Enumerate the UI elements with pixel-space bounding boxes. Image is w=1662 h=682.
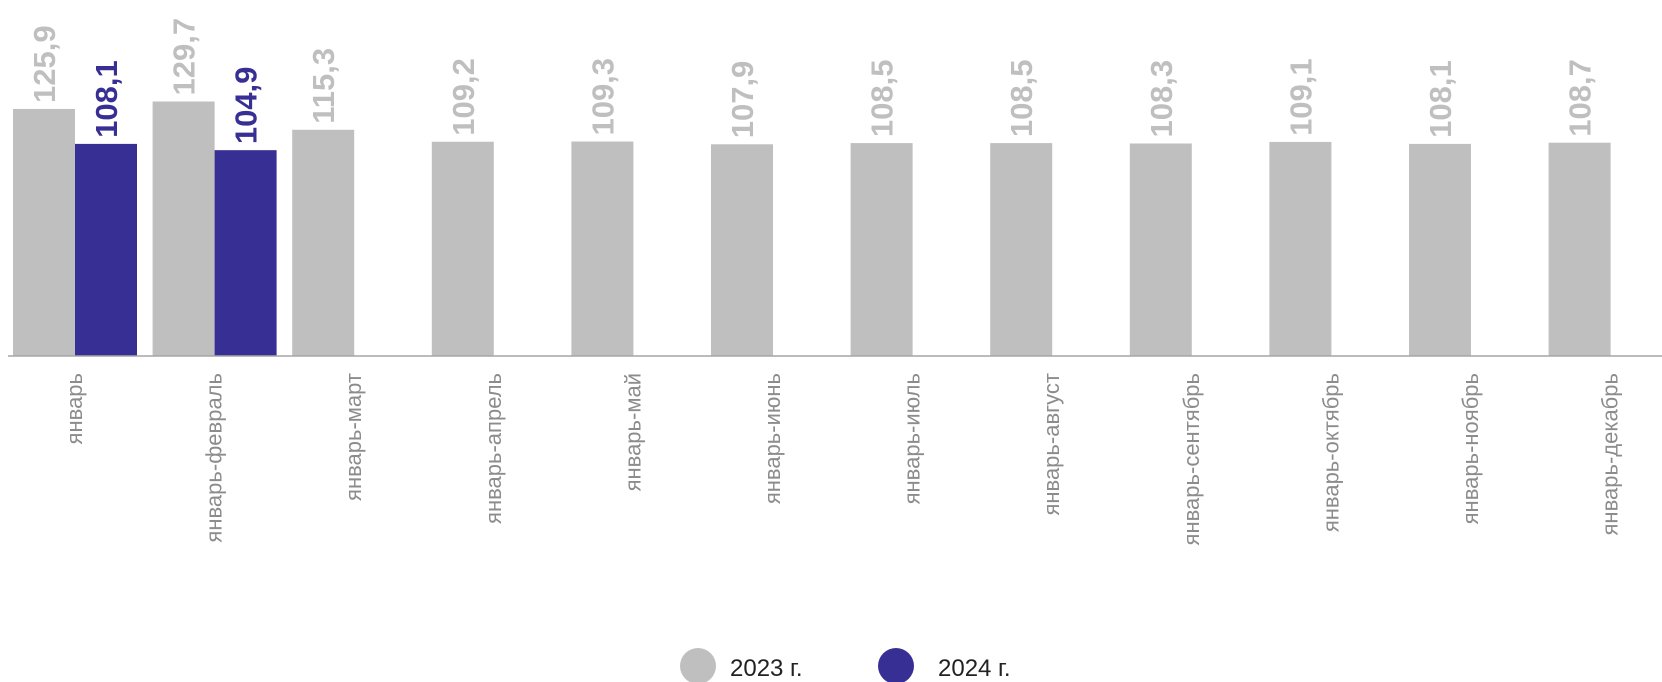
legend-label-2023: 2023 г. — [730, 655, 803, 682]
legend-marker-2024 — [878, 648, 914, 682]
category-label-0: январь — [62, 373, 87, 444]
value-label-2023-6: 108,5 — [865, 60, 900, 138]
value-label-2023-8: 108,3 — [1144, 60, 1179, 138]
category-label-7: январь-август — [1039, 373, 1064, 516]
bar-2023-11 — [1548, 142, 1611, 356]
category-label-10: январь-ноябрь — [1458, 373, 1483, 524]
legend-label-2024: 2024 г. — [938, 655, 1011, 682]
value-label-2023-10: 108,1 — [1423, 60, 1458, 138]
value-label-2023-2: 115,3 — [306, 48, 341, 124]
bar-2023-0 — [13, 108, 75, 357]
bar-2023-3 — [431, 141, 494, 356]
category-label-3: январь-апрель — [481, 373, 506, 524]
value-label-2023-4: 109,3 — [585, 58, 620, 136]
bar-2024-1 — [214, 150, 277, 356]
bar-2023-8 — [1129, 143, 1192, 356]
bar-2023-6 — [850, 143, 913, 356]
bar-2023-10 — [1409, 143, 1471, 356]
category-label-2: январь-март — [341, 373, 366, 501]
category-label-8: январь-сентябрь — [1179, 373, 1204, 545]
category-label-9: январь-октябрь — [1318, 373, 1343, 532]
category-label-5: январь-июнь — [760, 373, 785, 504]
value-label-2024-1: 104,9 — [229, 67, 264, 145]
bar-2023-9 — [1269, 141, 1332, 356]
value-label-2023-1: 129,7 — [167, 18, 202, 96]
bar-2023-1 — [152, 101, 215, 357]
bar-2023-4 — [571, 141, 634, 356]
category-label-11: январь-декабрь — [1598, 373, 1623, 535]
bars-layer — [13, 101, 1611, 357]
value-label-2023-9: 109,1 — [1283, 58, 1318, 136]
value-label-2023-5: 107,9 — [725, 61, 760, 139]
legend: 2023 г. 2024 г. — [680, 648, 1011, 682]
category-label-6: январь-июль — [900, 373, 925, 504]
category-label-4: январь-май — [620, 373, 645, 491]
value-label-2023-11: 108,7 — [1563, 59, 1598, 137]
value-label-2023-0: 125,9 — [27, 25, 62, 103]
bar-2023-2 — [292, 129, 355, 356]
legend-marker-2023 — [680, 648, 716, 682]
category-label-1: январь-февраль — [202, 373, 227, 543]
value-label-2023-7: 108,5 — [1004, 60, 1039, 138]
bar-2023-7 — [990, 143, 1053, 356]
bar-2024-0 — [75, 143, 137, 356]
labels-layer: 125,9 108,1 январь 129,7 104,9 январь-февраль… — [27, 18, 1623, 546]
value-label-2023-3: 109,2 — [446, 58, 481, 136]
value-label-2024-0: 108,1 — [89, 60, 124, 138]
bar-2023-5 — [711, 144, 773, 356]
